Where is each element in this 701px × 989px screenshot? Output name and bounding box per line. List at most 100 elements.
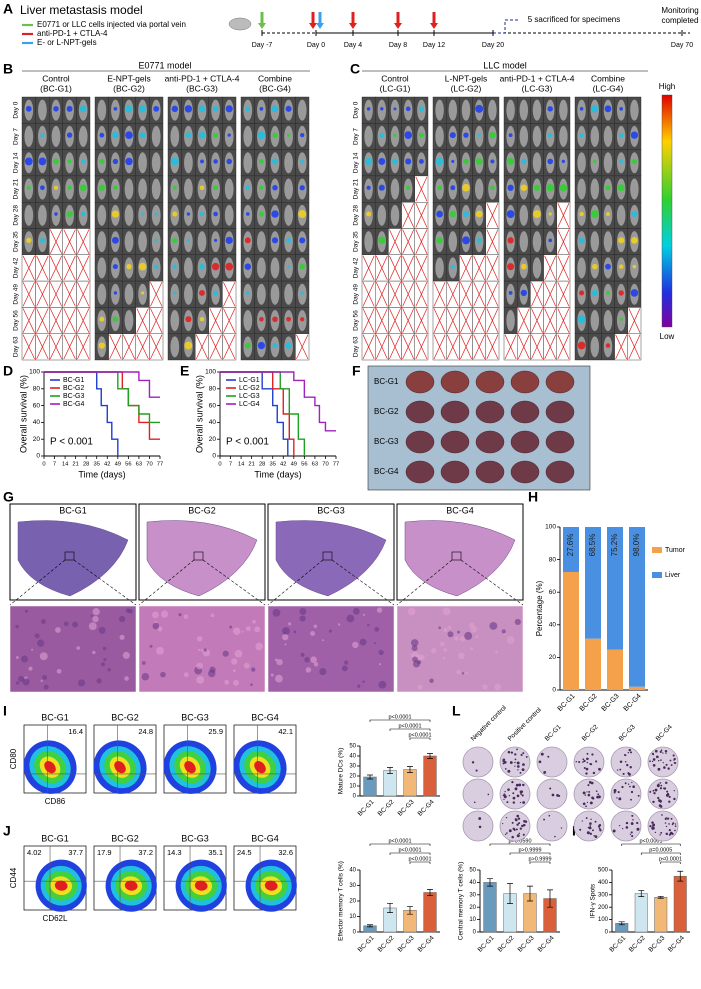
- signal: [393, 133, 397, 137]
- significance-bracket: [660, 861, 681, 864]
- signal: [40, 133, 45, 138]
- tissue-texture: [305, 667, 312, 673]
- signal: [214, 238, 218, 242]
- y-tick-label: 10: [469, 917, 476, 923]
- liver: [440, 370, 470, 394]
- signal: [140, 212, 145, 216]
- signal: [212, 105, 219, 112]
- spot: [502, 822, 504, 825]
- column-label: BC-G1: [544, 723, 563, 742]
- spot: [659, 834, 661, 836]
- signal: [618, 264, 624, 269]
- spot: [666, 790, 669, 793]
- y-tick-label: 20: [549, 654, 557, 661]
- value-label: 68.5%: [588, 534, 597, 557]
- legend-text: anti-PD-1 + CTLA-4: [37, 29, 108, 38]
- mouse-body: [488, 99, 497, 121]
- signal: [81, 159, 86, 164]
- cross: [415, 308, 428, 333]
- x-tick-label: BC-G1: [357, 934, 376, 953]
- signal: [418, 106, 425, 112]
- signal: [590, 210, 599, 218]
- axis-label: CD80: [9, 748, 18, 769]
- spot: [674, 829, 676, 832]
- spot: [637, 794, 640, 797]
- signal: [98, 184, 106, 191]
- mouse-body: [38, 204, 47, 226]
- spot: [652, 753, 655, 756]
- group-label: BC-G1: [41, 712, 69, 722]
- signal: [213, 211, 218, 217]
- mouse-body: [51, 125, 61, 147]
- signal: [380, 107, 384, 111]
- y-tick-label: 40: [33, 419, 41, 426]
- mouse-body: [603, 152, 613, 174]
- tissue-texture: [411, 645, 418, 652]
- y-tick-label: 80: [209, 386, 217, 393]
- mouse-body: [559, 99, 568, 121]
- spot: [629, 833, 632, 835]
- cross: [460, 334, 472, 360]
- spot: [589, 825, 592, 827]
- signal: [476, 237, 482, 243]
- x-tick-label: 42: [104, 462, 110, 468]
- significance-bracket: [489, 843, 551, 846]
- cross: [402, 281, 415, 307]
- bar: [654, 897, 668, 933]
- tissue-texture: [102, 646, 107, 651]
- signal: [113, 291, 118, 295]
- row-label: BC-G1: [374, 377, 399, 386]
- cross: [77, 308, 90, 333]
- x-tick-label: BC-G2: [377, 934, 396, 953]
- spot: [587, 826, 590, 829]
- y-axis-label: Central memory T cells (%): [458, 862, 465, 941]
- spot: [621, 827, 624, 830]
- bar-segment: [629, 527, 645, 687]
- bar: [673, 875, 687, 933]
- tissue-texture: [178, 613, 182, 617]
- annotation: P < 0.001: [50, 437, 93, 448]
- bar: [423, 755, 437, 797]
- spot: [519, 801, 522, 804]
- model-label: LLC model: [483, 60, 527, 70]
- cross: [122, 334, 136, 360]
- group-label: BC-G3: [181, 833, 209, 843]
- tissue-texture: [319, 667, 327, 676]
- signal: [405, 106, 411, 112]
- gate-value: 24.8: [138, 727, 153, 736]
- x-tick-label: BC-G4: [417, 934, 436, 953]
- tissue-texture: [447, 631, 454, 638]
- mouse-body: [519, 125, 529, 147]
- spot: [657, 759, 660, 762]
- tissue-texture: [457, 630, 460, 634]
- spot: [590, 818, 592, 821]
- cross: [433, 281, 446, 307]
- spot: [585, 817, 588, 819]
- signal: [258, 211, 264, 217]
- x-tick-label: 70: [146, 462, 152, 468]
- zoom-box: [64, 551, 75, 561]
- tissue-texture: [28, 666, 33, 671]
- mouse-body: [184, 152, 193, 174]
- y-axis-label: Effector memory T cells (%): [338, 861, 345, 941]
- x-tick-label: BC-G3: [397, 934, 416, 953]
- mouse-body: [364, 125, 373, 147]
- spot: [664, 750, 668, 753]
- spot: [515, 828, 518, 831]
- label: 5 sacrificed for specimens: [528, 15, 620, 24]
- y-axis-label: Overall survival (%): [194, 375, 204, 453]
- well: [536, 778, 568, 810]
- cross: [473, 255, 486, 281]
- spot: [522, 801, 525, 804]
- signal: [520, 289, 527, 297]
- signal: [405, 158, 412, 165]
- signal: [463, 158, 469, 165]
- cross: [362, 255, 375, 281]
- mouse-body: [243, 310, 253, 332]
- well: [462, 810, 494, 842]
- day-label: Day 21: [353, 178, 360, 199]
- signal: [184, 105, 193, 113]
- spot: [595, 760, 598, 763]
- p-value: p=0.0590: [508, 838, 531, 844]
- mouse-body: [519, 204, 529, 226]
